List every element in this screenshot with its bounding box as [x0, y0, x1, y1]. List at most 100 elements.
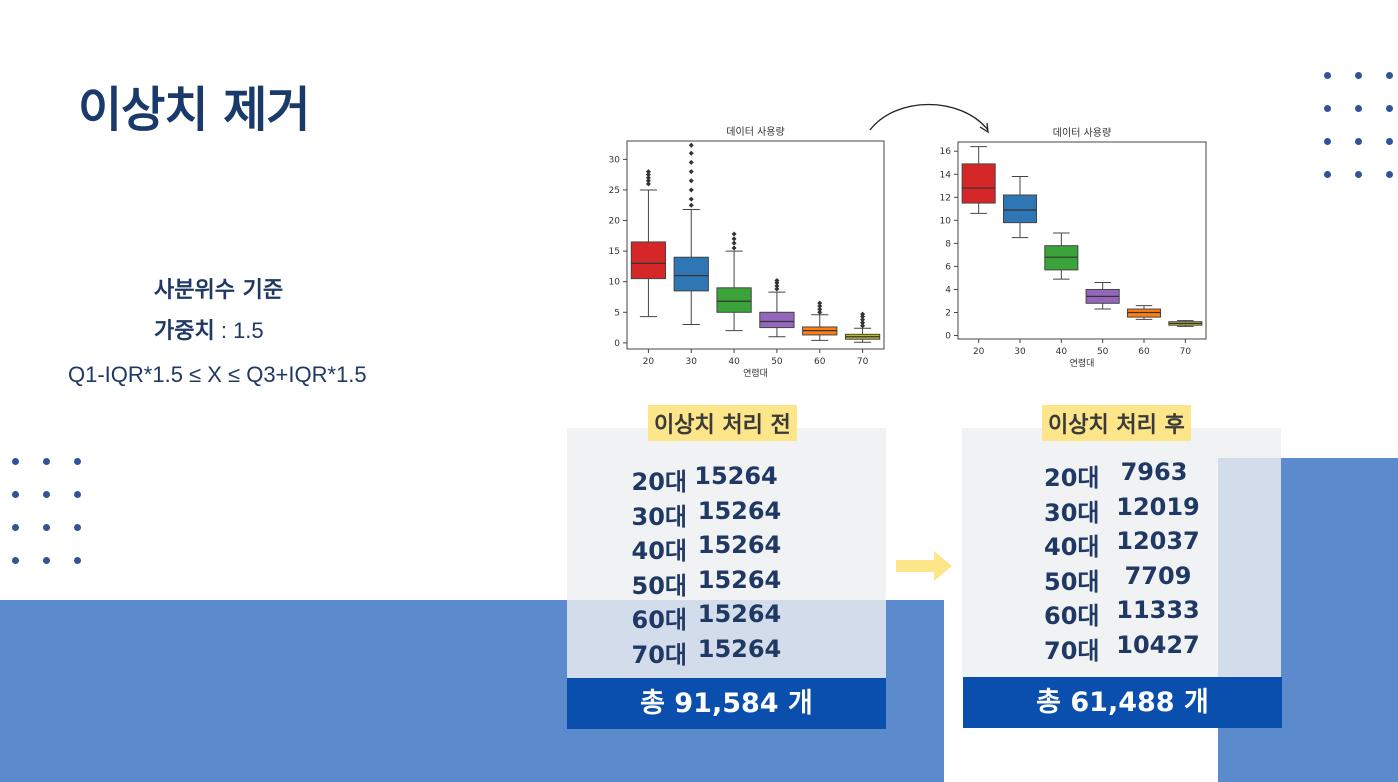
outlier-point [860, 311, 866, 317]
x-tick-label: 20 [643, 357, 655, 367]
box-50 [759, 311, 795, 329]
table-row: 20대 15264 [631, 462, 778, 496]
curved-arrow-icon [869, 104, 989, 134]
outlier-point [774, 277, 780, 283]
outlier-point [817, 303, 823, 309]
table-row: 40대 15264 [631, 531, 782, 565]
box-30 [673, 256, 709, 292]
outlier-point [860, 320, 866, 326]
table-row: 30대 12019 [1044, 492, 1200, 527]
box-30 [1002, 194, 1038, 224]
y-tick-label: 15 [609, 247, 620, 257]
x-tick-label: 40 [1056, 347, 1068, 357]
outlier-point [731, 236, 737, 242]
boxplot-after: 데이터 사용량 0 2 4 6 8 10 12 14 16 20 30 40 50 60 70 연령대 [940, 127, 1207, 369]
before-header: 이상치 처리 전 [648, 405, 797, 441]
outlier-point [860, 323, 866, 329]
table-row: 30대 15264 [631, 496, 782, 531]
outlier-point [817, 309, 823, 315]
outlier-point [645, 181, 651, 187]
outlier-point [817, 300, 823, 306]
y-tick-label: 14 [940, 170, 952, 180]
x-tick-label: 70 [857, 357, 869, 367]
outlier-point [860, 317, 866, 323]
outlier-point [731, 240, 737, 246]
outlier-point [688, 187, 694, 193]
dot-grid-left [12, 458, 82, 564]
outlier-point [645, 172, 651, 178]
table-row: 50대 7709 [1044, 561, 1192, 596]
x-tick-label: 20 [973, 347, 985, 357]
outlier-point [731, 231, 737, 237]
outlier-point [688, 202, 694, 208]
y-tick-label: 2 [945, 309, 951, 319]
outlier-point [645, 178, 651, 184]
outlier-point [817, 306, 823, 312]
x-axis-label: 연령대 [743, 367, 768, 379]
y-tick-label: 0 [614, 339, 620, 349]
y-tick-label: 25 [609, 186, 620, 196]
weight-label: 가중치 [154, 319, 215, 344]
outlier-point [774, 283, 780, 289]
table-row: 50대 15264 [631, 565, 782, 600]
plot-frame [957, 141, 1207, 340]
plot-frame [626, 140, 885, 350]
after-panel-overlap [1218, 458, 1281, 677]
y-tick-label: 5 [614, 308, 620, 318]
outlier-point [645, 169, 651, 175]
criteria-formula: Q1-IQR*1.5 ≤ X ≤ Q3+IQR*1.5 [68, 362, 367, 387]
outlier-point [688, 196, 694, 202]
box-20 [630, 241, 667, 280]
x-tick-label: 50 [1097, 347, 1109, 357]
x-tick-label: 40 [728, 357, 740, 367]
y-tick-label: 6 [945, 262, 951, 272]
before-panel-overlap [567, 600, 886, 678]
outlier-point [688, 159, 694, 165]
x-tick-label: 70 [1180, 347, 1192, 357]
table-row: 60대 15264 [631, 600, 782, 634]
before-rows: 20대 15264 30대 15264 40대 15264 50대 15264 60대 1… [567, 462, 886, 669]
x-tick-label: 30 [1014, 347, 1026, 357]
box-40 [716, 287, 752, 313]
x-axis-label: 연령대 [1070, 357, 1095, 369]
x-tick-label: 60 [814, 357, 826, 367]
table-row: 40대 12037 [1044, 527, 1200, 561]
after-header: 이상치 처리 후 [1042, 405, 1191, 441]
x-tick-label: 50 [771, 357, 783, 367]
outlier-point [774, 286, 780, 292]
after-rows: 20대 7963 30대 12019 40대 12037 50대 7709 60대 113… [962, 458, 1281, 665]
outlier-point [688, 178, 694, 184]
outlier-point [688, 142, 694, 148]
y-tick-label: 8 [945, 239, 951, 249]
y-tick-label: 10 [609, 278, 621, 288]
y-tick-label: 12 [940, 193, 951, 203]
outlier-point [645, 175, 651, 181]
box-20 [961, 163, 996, 204]
y-tick-label: 30 [609, 155, 621, 165]
outlier-point [731, 245, 737, 251]
x-tick-label: 60 [1138, 347, 1150, 357]
chart-title: 데이터 사용량 [1053, 127, 1111, 139]
y-tick-label: 16 [940, 147, 952, 157]
y-tick-label: 4 [945, 285, 951, 295]
x-tick-label: 30 [686, 357, 698, 367]
outlier-point [688, 169, 694, 175]
boxplot-before: 데이터 사용량 0 5 10 15 20 25 30 20 30 40 50 60 70 연령대 [609, 126, 885, 379]
before-total: 총 91,584 개 [567, 678, 886, 729]
outlier-point [688, 150, 694, 156]
page-title: 이상치 제거 [78, 82, 311, 138]
criteria-quartile: 사분위수 기준 [154, 278, 284, 303]
after-total: 총 61,488 개 [963, 677, 1282, 728]
table-row: 20대 7963 [1044, 458, 1188, 492]
dot-grid-top-right [1324, 72, 1394, 178]
right-arrow-icon [896, 551, 952, 581]
table-row: 70대 15264 [631, 634, 782, 669]
table-row: 60대 11333 [1044, 596, 1200, 630]
y-tick-label: 10 [940, 216, 952, 226]
y-tick-label: 20 [609, 217, 621, 227]
y-tick-label: 0 [945, 332, 951, 342]
weight-value: : 1.5 [214, 318, 264, 343]
criteria-weight: 가중치 : 1.5 [154, 313, 264, 345]
table-row: 70대 10427 [1044, 630, 1200, 665]
chart-title: 데이터 사용량 [726, 126, 784, 138]
